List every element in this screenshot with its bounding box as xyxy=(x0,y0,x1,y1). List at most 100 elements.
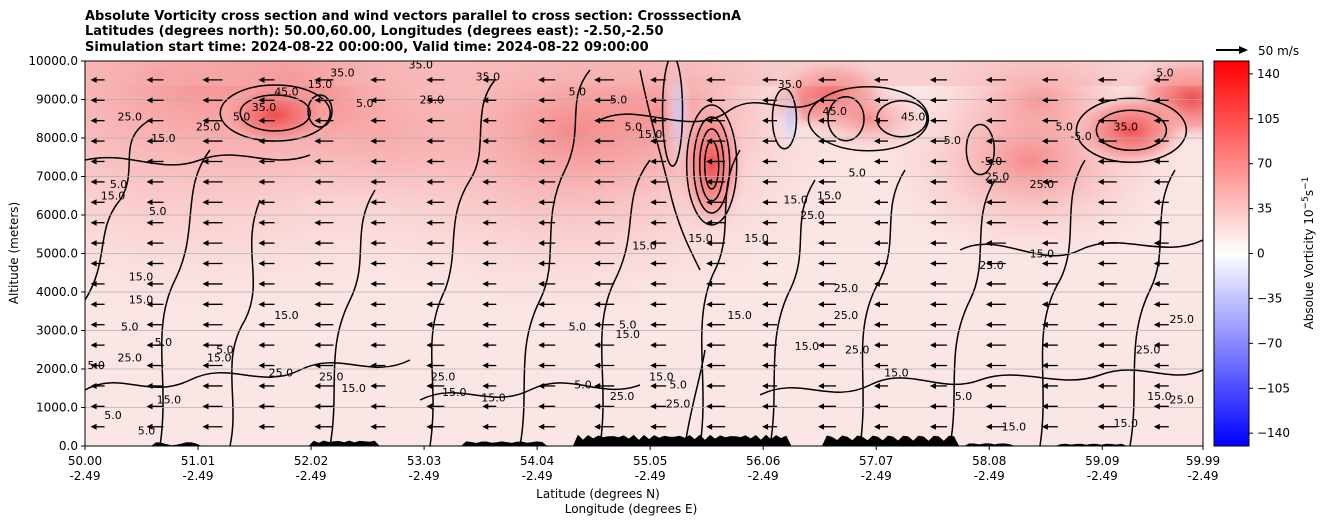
wind-vector xyxy=(482,342,497,349)
wind-vector xyxy=(818,199,837,206)
wind-vector xyxy=(370,260,386,267)
wind-vector xyxy=(314,199,334,206)
wind-vector xyxy=(146,280,164,287)
contour-label-2: 5.0 xyxy=(110,178,128,191)
wind-vector xyxy=(594,178,615,185)
wind-vector xyxy=(1097,240,1117,247)
colorbar-tick-label-5: −35 xyxy=(1257,291,1282,305)
contour-label-80: 15.0 xyxy=(884,367,909,380)
wind-vector xyxy=(426,342,445,349)
wind-vector xyxy=(1097,199,1117,206)
x-tick-label-lon-9: -2.49 xyxy=(1087,469,1118,483)
wind-vector xyxy=(538,117,556,124)
wind-vector xyxy=(1097,117,1117,124)
wind-vector xyxy=(538,219,556,226)
contour-label-61: 15.0 xyxy=(157,394,182,407)
wind-vector xyxy=(426,76,445,83)
wind-vector xyxy=(90,301,105,308)
wind-vector xyxy=(650,403,667,410)
contour-label-70: 25.0 xyxy=(610,390,635,403)
wind-vector xyxy=(202,260,223,267)
contour-label-35: -5.0 xyxy=(1070,130,1091,143)
contour-line-13 xyxy=(85,359,411,391)
contour-label-10: 15.0 xyxy=(308,78,333,91)
contour-line-11 xyxy=(1039,159,1086,446)
wind-vector xyxy=(873,138,888,145)
x-tick-label-lat-6: 56.06 xyxy=(746,454,780,468)
wind-vector xyxy=(146,76,164,83)
wind-vector xyxy=(314,423,334,430)
wind-vector xyxy=(538,260,556,267)
wind-vector xyxy=(650,280,667,287)
wind-vector xyxy=(90,97,105,104)
wind-vector xyxy=(929,342,947,349)
contour-label-46: 5.0 xyxy=(569,321,587,334)
wind-vector xyxy=(1097,362,1117,369)
contour-label-66: 25.0 xyxy=(431,371,456,384)
contour-ring-5 xyxy=(239,94,312,132)
wind-vector xyxy=(90,138,105,145)
wind-vector xyxy=(538,199,556,206)
wind-vector xyxy=(538,97,556,104)
contour-label-77: 15.0 xyxy=(1114,417,1139,430)
wind-vector xyxy=(985,138,1006,145)
wind-vector xyxy=(482,403,497,410)
y-tick-label-7: 7000.0 xyxy=(36,170,78,184)
wind-vector xyxy=(370,301,386,308)
wind-vector xyxy=(650,158,667,165)
wind-vector xyxy=(370,117,386,124)
wind-vector xyxy=(929,423,947,430)
wind-vector xyxy=(929,403,947,410)
wind-vector xyxy=(258,138,275,145)
contour-line-19 xyxy=(639,69,701,271)
wind-vector xyxy=(650,342,667,349)
wind-vector xyxy=(650,138,667,145)
wind-vector xyxy=(762,138,778,145)
wind-vector xyxy=(873,403,888,410)
wind-vector xyxy=(762,342,778,349)
wind-vector xyxy=(929,280,947,287)
wind-vector xyxy=(1097,219,1117,226)
x-tick-label-lat-9: 59.09 xyxy=(1085,454,1119,468)
wind-vector xyxy=(706,403,726,410)
wind-vector xyxy=(873,423,888,430)
wind-vector xyxy=(370,97,386,104)
contour-line-0 xyxy=(85,119,151,301)
wind-vector xyxy=(1153,240,1169,247)
wind-vector xyxy=(929,97,947,104)
wind-vector xyxy=(482,301,497,308)
wind-vector xyxy=(594,280,615,287)
contour-label-42: 15.0 xyxy=(727,309,752,322)
wind-vector xyxy=(706,178,726,185)
upper-band-shading xyxy=(85,61,1203,86)
colorbar xyxy=(1213,60,1250,447)
contour-label-39: 15.0 xyxy=(744,232,769,245)
wind-vector xyxy=(538,240,556,247)
contour-line-14 xyxy=(419,382,641,401)
contour-ring-10 xyxy=(1075,97,1188,164)
wind-vector xyxy=(594,97,615,104)
colorbar-label: Absolue Vorticity 10−5s−1 xyxy=(1301,177,1316,330)
quiver-key-arrow-icon xyxy=(1239,46,1248,54)
contour-label-3: 5.0 xyxy=(149,205,167,218)
wind-vector xyxy=(314,342,334,349)
wind-vector xyxy=(202,219,223,226)
wind-vector xyxy=(706,342,726,349)
wind-vector xyxy=(370,199,386,206)
wind-vector xyxy=(90,321,105,328)
wind-vector xyxy=(370,423,386,430)
wind-vector xyxy=(818,301,837,308)
wind-vector xyxy=(202,97,223,104)
wind-vector xyxy=(426,280,445,287)
wind-vector xyxy=(985,423,1006,430)
wind-vector xyxy=(146,423,164,430)
wind-vector xyxy=(482,382,497,389)
wind-vector xyxy=(90,240,105,247)
wind-vector xyxy=(370,138,386,145)
wind-vector xyxy=(650,423,667,430)
wind-vector xyxy=(370,240,386,247)
contour-label-63: 5.0 xyxy=(104,409,122,422)
wind-vector xyxy=(706,138,726,145)
wind-vector xyxy=(762,362,778,369)
y-tick-label-6: 6000.0 xyxy=(36,208,78,222)
